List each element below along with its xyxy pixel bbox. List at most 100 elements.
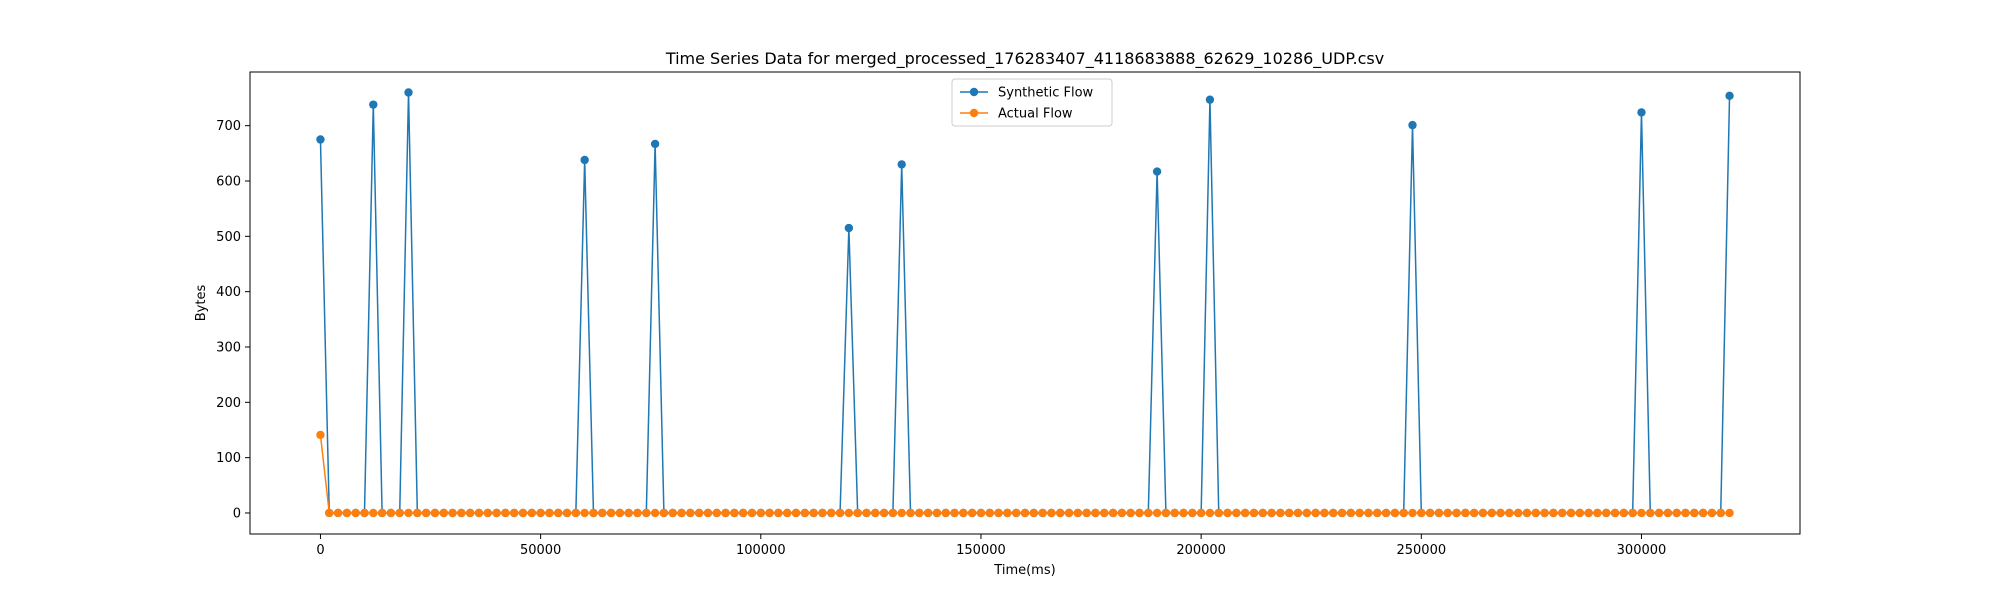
actual-flow-point <box>1602 508 1611 518</box>
actual-flow-point <box>1100 508 1109 518</box>
actual-flow-point <box>554 508 563 518</box>
actual-flow-point <box>791 508 801 518</box>
actual-flow-point <box>562 508 572 518</box>
actual-flow-point <box>730 508 739 518</box>
actual-flow-point <box>1161 508 1171 518</box>
actual-flow-point <box>677 508 686 518</box>
actual-flow-point <box>545 508 554 518</box>
synthetic-flow-point <box>844 223 854 233</box>
actual-flow-point <box>1038 508 1047 518</box>
actual-flow-point <box>1540 508 1549 518</box>
actual-flow-point <box>1179 508 1188 518</box>
actual-flow-point <box>624 508 633 518</box>
actual-flow-point <box>1690 508 1699 518</box>
actual-flow-point <box>1584 508 1593 518</box>
actual-flow-point <box>589 508 598 518</box>
actual-flow-point <box>827 508 836 518</box>
actual-flow-point <box>1285 508 1294 518</box>
actual-flow-point <box>325 508 334 518</box>
actual-flow-point <box>465 508 475 518</box>
actual-flow-point <box>1276 508 1285 518</box>
actual-flow-point <box>1558 508 1567 518</box>
y-tick-label: 200 <box>216 396 241 411</box>
y-tick-label: 400 <box>216 285 241 300</box>
actual-flow-point <box>1047 508 1056 518</box>
actual-flow-point <box>1337 508 1347 518</box>
synthetic-flow-point <box>1408 120 1417 130</box>
actual-flow-point <box>1346 508 1356 518</box>
actual-flow-point <box>888 508 898 518</box>
plot-area <box>316 88 1734 518</box>
actual-flow-point <box>474 508 484 518</box>
axes: 0 50000 100000 150000 200000 250000 300000 0 100… <box>216 71 1801 558</box>
actual-flow-point <box>932 508 942 518</box>
actual-flow-point <box>1064 508 1074 518</box>
x-tick-label: 300000 <box>1617 543 1667 558</box>
actual-flow-point <box>1716 508 1725 518</box>
actual-flow-point <box>818 508 827 518</box>
x-tick-label: 150000 <box>956 543 1006 558</box>
actual-flow-point <box>1355 508 1364 518</box>
plot-frame <box>249 71 1801 535</box>
actual-flow-point <box>377 508 387 518</box>
y-tick-label: 300 <box>216 340 241 355</box>
synthetic-flow-point <box>404 88 413 97</box>
y-tick-label: 500 <box>216 230 241 245</box>
actual-flow-point <box>1654 508 1664 518</box>
actual-flow-point <box>457 508 466 518</box>
actual-flow-point <box>765 508 774 518</box>
actual-flow-point <box>871 508 880 518</box>
actual-flow-point <box>967 508 977 518</box>
actual-flow-point <box>1443 508 1452 518</box>
synthetic-flow-point <box>580 155 589 165</box>
actual-flow-point <box>1364 508 1373 518</box>
actual-flow-point <box>1505 508 1514 518</box>
actual-flow-point <box>527 508 537 518</box>
actual-flow-point <box>1029 508 1039 518</box>
chart-title: Time Series Data for merged_processed_17… <box>665 49 1384 69</box>
actual-flow-point <box>703 508 713 518</box>
actual-flow-point <box>1003 508 1012 518</box>
actual-flow-point <box>721 508 730 518</box>
synthetic-flow-point <box>369 100 378 109</box>
actual-flow-point <box>809 508 818 518</box>
x-tick-label: 50000 <box>520 543 561 558</box>
actual-flow-point <box>1434 508 1444 518</box>
actual-flow-point <box>421 508 431 518</box>
x-tick-label: 100000 <box>736 543 786 558</box>
actual-flow-point <box>1646 508 1655 518</box>
synthetic-flow-line <box>319 92 1731 514</box>
actual-flow-point <box>1417 508 1426 518</box>
actual-flow-point <box>360 508 369 518</box>
actual-flow-point <box>1513 508 1523 518</box>
legend-label-synthetic-flow: Synthetic Flow <box>998 86 1094 101</box>
actual-flow-point <box>1258 508 1267 518</box>
actual-flow-point <box>1091 508 1100 518</box>
actual-flow-point <box>1240 508 1250 518</box>
legend-swatch-marker-actual-flow <box>969 108 979 118</box>
actual-flow-point <box>1196 508 1206 518</box>
synthetic-flow-point <box>1637 108 1646 117</box>
actual-flow-point <box>976 508 986 518</box>
actual-flow-point <box>1628 508 1637 518</box>
actual-flow-point <box>1117 508 1127 518</box>
actual-flow-point <box>950 508 959 518</box>
actual-flow-point <box>906 508 915 518</box>
actual-flow-point <box>395 508 404 518</box>
actual-flow-point <box>712 508 721 518</box>
actual-flow-point <box>1329 508 1338 518</box>
actual-flow-point <box>1381 508 1391 518</box>
actual-flow-point <box>518 508 528 518</box>
actual-flow-point <box>994 508 1003 518</box>
actual-flow-point <box>633 508 642 518</box>
y-tick-label: 0 <box>233 506 241 521</box>
actual-flow-point <box>580 508 589 518</box>
legend-label-actual-flow: Actual Flow <box>998 107 1073 122</box>
actual-flow-point <box>1311 508 1320 518</box>
actual-flow-point <box>1610 508 1620 518</box>
actual-flow-point <box>1320 508 1329 518</box>
actual-flow-point <box>598 508 607 518</box>
actual-flow-point <box>1188 508 1197 518</box>
actual-flow-point <box>1487 508 1496 518</box>
actual-flow-point <box>853 508 862 518</box>
